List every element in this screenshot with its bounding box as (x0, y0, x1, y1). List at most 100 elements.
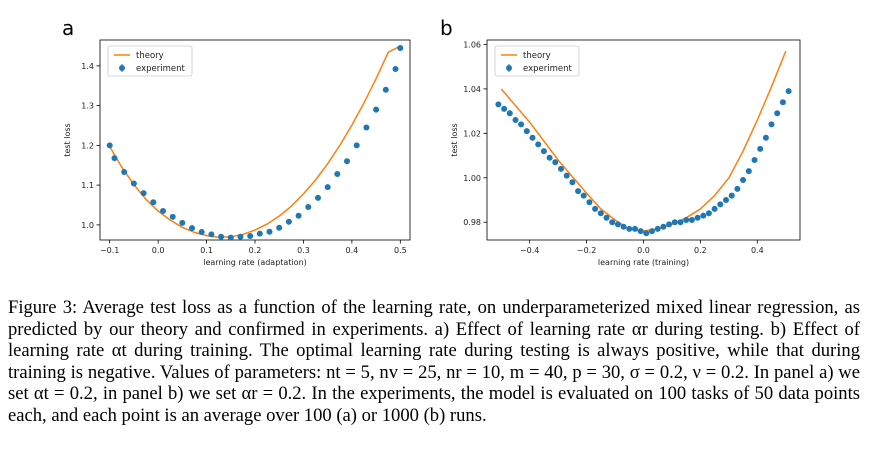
x-axis-label: learning rate (adaptation) (203, 258, 307, 267)
y-tick-label: 1.04 (463, 85, 481, 94)
experiment-point (569, 179, 576, 186)
x-tick-label: 0.4 (751, 246, 764, 255)
experiment-point (501, 105, 508, 112)
experiment-point (495, 101, 502, 108)
experiment-point (683, 217, 690, 223)
experiment-point (363, 124, 370, 131)
experiment-point (397, 45, 404, 51)
experiment-point (779, 99, 786, 106)
experiment-point (580, 192, 587, 199)
experiment-point (558, 165, 564, 172)
experiment-point (660, 223, 667, 230)
experiment-point (266, 228, 273, 235)
legend-box (494, 45, 580, 77)
experiment-point (609, 219, 616, 226)
experiment-point (563, 172, 570, 179)
plot-area (106, 45, 404, 240)
experiment-point (305, 204, 312, 210)
experiment-point (717, 201, 724, 208)
experiment-point (285, 218, 292, 225)
experiment-point (705, 210, 712, 217)
y-tick-label: 1.2 (81, 141, 94, 150)
experiment-point (315, 194, 321, 201)
experiment-point (373, 106, 380, 113)
experiment-point (540, 148, 547, 155)
legend-theory-label: theory (136, 51, 164, 61)
experiment-point (512, 117, 519, 123)
experiment-point (671, 219, 678, 226)
figure-caption: Figure 3: Average test loss as a functio… (8, 297, 860, 427)
theory-line (500, 50, 787, 232)
experiment-point (666, 221, 673, 228)
experiment-point (575, 188, 582, 195)
panel-b-letter: b (440, 16, 453, 40)
y-tick-label: 1.3 (81, 102, 94, 111)
experiment-point (179, 219, 186, 226)
panel-b-chart: −0.4 −0.2 0.0 0.2 0.4 0.98 1.00 1.02 1.04 1.06 lea… (450, 39, 801, 267)
experiment-point (603, 214, 610, 221)
experiment-point (344, 158, 350, 165)
caption-text: Average test loss as a function of the l… (8, 297, 860, 426)
experiment-point (523, 128, 530, 135)
experiment-point (256, 230, 263, 237)
experiment-point (535, 141, 542, 148)
experiment-point (711, 205, 718, 212)
y-tick-label: 1.02 (463, 129, 481, 138)
legend-theory-label: theory (523, 51, 551, 61)
y-tick-label: 1.4 (81, 62, 94, 71)
x-tick-label: 0.0 (637, 246, 650, 255)
experiment-point (643, 230, 650, 237)
experiment-point (632, 225, 638, 232)
experiment-point (295, 212, 302, 219)
experiment-point (745, 168, 752, 175)
legend-box (107, 45, 193, 77)
experiment-point (774, 110, 781, 117)
experiment-point (121, 169, 128, 175)
experiment-point (208, 231, 215, 238)
x-tick-label: 0.0 (152, 246, 165, 255)
x-tick-label: 0.4 (346, 246, 359, 255)
experiment-point (620, 223, 627, 230)
experiment-point (723, 197, 729, 203)
panel-a-letter: a (62, 16, 74, 40)
experiment-point (757, 145, 764, 152)
y-axis-label: test loss (450, 123, 459, 156)
experiment-point (140, 190, 147, 197)
experiment-point (382, 86, 389, 93)
experiment-point (529, 134, 536, 141)
experiment-point (189, 225, 195, 232)
experiment-point (130, 180, 137, 187)
experiment-point (552, 159, 559, 166)
experiment-point (237, 233, 244, 240)
experiment-point (740, 177, 747, 183)
experiment-point (751, 157, 758, 163)
experiment-point (169, 213, 176, 220)
experiment-point (728, 192, 735, 199)
experiment-point (392, 66, 399, 72)
experiment-point (785, 88, 792, 95)
x-tick-label: −0.1 (100, 246, 119, 255)
experiment-point (227, 234, 234, 240)
x-tick-label: 0.2 (694, 246, 707, 255)
experiment-point (649, 228, 655, 235)
caption-label: Figure 3: (8, 297, 78, 318)
x-tick-label: −0.2 (577, 246, 596, 255)
experiment-point (637, 228, 644, 235)
y-tick-label: 1.06 (463, 40, 481, 49)
x-tick-label: 0.5 (394, 246, 407, 255)
y-axis-label: test loss (63, 123, 72, 156)
experiment-point (762, 134, 769, 141)
figure: a b −0.1 0.0 0.1 0.2 0.3 0.4 0.5 1.0 1.1 1.2 1.3 1.… (62, 16, 801, 267)
experiment-point (106, 142, 113, 149)
theory-line (109, 45, 401, 238)
experiment-point (694, 214, 701, 221)
experiment-point (614, 221, 621, 228)
experiment-point (111, 155, 118, 162)
experiment-point (518, 121, 525, 128)
experiment-point (353, 142, 360, 149)
x-axis-label: learning rate (training) (598, 258, 689, 267)
experiment-point (334, 171, 341, 177)
legend-experiment-label: experiment (136, 64, 185, 74)
experiment-point (688, 217, 695, 223)
x-tick-label: −0.4 (520, 246, 539, 255)
